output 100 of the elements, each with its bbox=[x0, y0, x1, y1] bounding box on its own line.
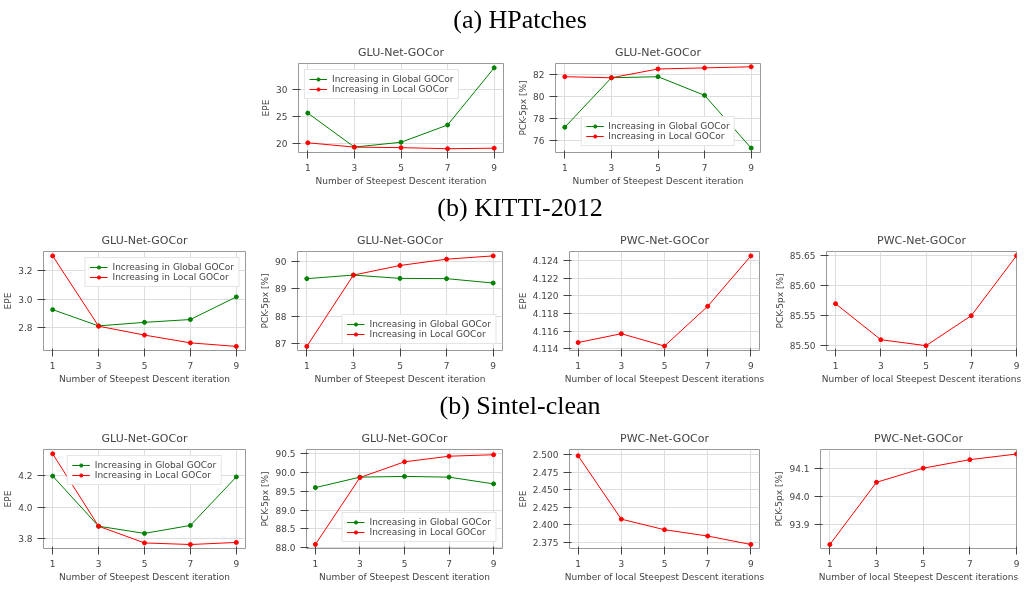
y-axis-title: EPE bbox=[3, 490, 14, 508]
point bbox=[575, 340, 581, 346]
y-tick-label: 4.122 bbox=[532, 273, 559, 284]
x-tick-label: 5 bbox=[923, 360, 929, 371]
x-tick-label: 9 bbox=[490, 360, 497, 371]
point bbox=[446, 453, 452, 459]
x-axis-title: Number of Steepest Descent iteration bbox=[319, 571, 490, 582]
point bbox=[748, 64, 754, 70]
point bbox=[562, 124, 568, 130]
x-axis-title: Number of local Steepest Descent iterations bbox=[821, 373, 1022, 384]
point bbox=[187, 542, 193, 548]
x-tick-label: 9 bbox=[748, 162, 755, 173]
point bbox=[445, 122, 451, 128]
x-tick-label: 9 bbox=[233, 558, 240, 569]
x-tick-label: 5 bbox=[401, 558, 408, 569]
y-tick-label: 85.50 bbox=[789, 341, 816, 352]
point bbox=[187, 317, 193, 323]
x-tick-label: 5 bbox=[655, 162, 661, 173]
point bbox=[618, 331, 624, 337]
x-tick-label: 1 bbox=[561, 162, 568, 173]
y-tick-label: 4.0 bbox=[18, 502, 33, 513]
x-tick-label: 3 bbox=[618, 558, 625, 569]
text: (b) Sintel-clean bbox=[439, 391, 601, 421]
y-axis-title: PCK-5px [%] bbox=[774, 273, 785, 329]
legend-label: Increasing in Global GOCor bbox=[112, 262, 234, 272]
point bbox=[655, 74, 661, 80]
y-tick-label: 85.65 bbox=[789, 251, 816, 262]
legend-label: Increasing in Global GOCor bbox=[369, 517, 491, 527]
x-tick-label: 7 bbox=[443, 360, 450, 371]
x-tick-label: 1 bbox=[49, 558, 56, 569]
chart-title: GLU-Net-GOCor bbox=[101, 431, 188, 445]
point bbox=[491, 481, 497, 487]
y-tick-label: 3.0 bbox=[18, 294, 33, 305]
x-tick-label: 3 bbox=[873, 558, 880, 569]
y-tick-label: 90.5 bbox=[275, 449, 296, 460]
point bbox=[702, 92, 708, 98]
x-tick-label: 9 bbox=[233, 360, 240, 371]
x-axis-title: Number of local Steepest Descent iterations bbox=[564, 373, 765, 384]
x-axis-title: Number of local Steepest Descent iterations bbox=[564, 571, 765, 582]
chart-title: GLU-Net-GOCor bbox=[101, 233, 188, 247]
point bbox=[655, 66, 661, 72]
x-tick-label: 5 bbox=[397, 360, 403, 371]
point bbox=[705, 533, 711, 539]
y-tick-label: 94.1 bbox=[789, 463, 810, 474]
point bbox=[662, 527, 667, 533]
y-tick-label: 2.425 bbox=[532, 502, 559, 513]
x-tick-label: 5 bbox=[141, 360, 148, 371]
point bbox=[446, 474, 452, 480]
y-tick-label: 4.124 bbox=[532, 255, 559, 266]
point bbox=[50, 253, 56, 259]
y-tick-label: 89.5 bbox=[275, 486, 296, 497]
point bbox=[233, 539, 239, 545]
x-tick-label: 1 bbox=[832, 360, 839, 371]
point bbox=[50, 451, 56, 457]
point bbox=[878, 337, 884, 343]
x-tick-label: 5 bbox=[661, 360, 668, 371]
point bbox=[920, 465, 926, 471]
point bbox=[398, 139, 404, 145]
point bbox=[187, 340, 193, 346]
x-tick-label: 9 bbox=[1013, 558, 1020, 569]
y-tick-label: 4.114 bbox=[532, 344, 559, 355]
y-axis-title: PCK-5px [%] bbox=[260, 471, 271, 527]
point bbox=[397, 275, 403, 281]
point bbox=[142, 540, 147, 546]
y-tick-label: 87 bbox=[275, 339, 287, 350]
y-tick-label: 88.0 bbox=[275, 542, 296, 553]
y-tick-label: 3.8 bbox=[18, 534, 33, 545]
x-tick-label: 5 bbox=[920, 558, 927, 569]
y-tick-label: 4.118 bbox=[532, 308, 559, 319]
y-axis-title: EPE bbox=[517, 490, 528, 508]
y-tick-label: 30 bbox=[276, 85, 288, 96]
point bbox=[304, 276, 310, 282]
x-tick-label: 3 bbox=[95, 558, 102, 569]
legend-label: Increasing in Local GOCor bbox=[112, 272, 229, 282]
y-tick-label: 94.0 bbox=[789, 491, 810, 502]
y-tick-label: 4.116 bbox=[532, 326, 559, 337]
x-tick-label: 1 bbox=[826, 558, 833, 569]
x-axis-title: Number of local Steepest Descent iterations bbox=[818, 571, 1019, 582]
x-tick-label: 3 bbox=[877, 360, 884, 371]
x-tick-label: 7 bbox=[187, 558, 194, 569]
y-tick-label: 4.120 bbox=[532, 291, 559, 302]
y-tick-label: 2.375 bbox=[532, 537, 559, 548]
point bbox=[305, 140, 311, 146]
chart-title: GLU-Net-GOCor bbox=[357, 233, 444, 247]
y-tick-label: 88.5 bbox=[275, 524, 296, 535]
x-tick-label: 5 bbox=[398, 162, 404, 173]
y-tick-label: 2.475 bbox=[532, 467, 559, 478]
y-tick-label: 90 bbox=[275, 256, 287, 267]
x-tick-label: 7 bbox=[966, 558, 973, 569]
point bbox=[575, 453, 581, 459]
point bbox=[402, 459, 407, 465]
y-tick-label: 2.500 bbox=[532, 449, 559, 460]
point bbox=[444, 256, 450, 262]
legend-label: Increasing in Local GOCor bbox=[608, 131, 725, 141]
x-tick-label: 1 bbox=[304, 162, 311, 173]
point bbox=[397, 262, 403, 268]
legend-label: Increasing in Local GOCor bbox=[94, 470, 211, 480]
x-tick-label: 1 bbox=[575, 360, 582, 371]
x-tick-label: 3 bbox=[608, 162, 615, 173]
point bbox=[491, 145, 497, 151]
